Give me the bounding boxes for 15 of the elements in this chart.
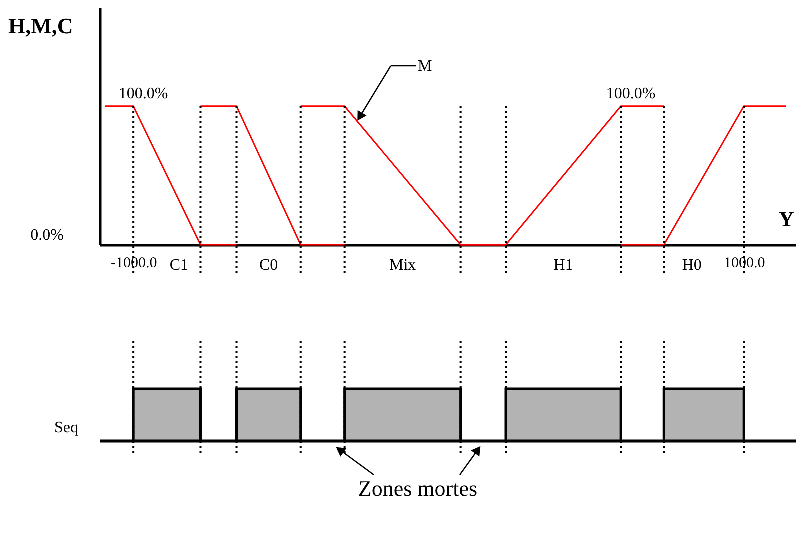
text: Zones mortes <box>358 476 478 501</box>
text: H0 <box>682 257 702 274</box>
text: C0 <box>259 257 278 274</box>
x-tick-label: -1000.0 <box>110 256 158 272</box>
text: M <box>418 58 432 75</box>
annotation: 100.0% <box>118 85 168 102</box>
text: 0.0% <box>30 227 64 244</box>
annotation: 100.0% <box>606 85 656 102</box>
text: Mix <box>389 257 416 274</box>
y-axis-title: Seq <box>54 420 78 436</box>
x-axis-title: Y <box>778 206 795 232</box>
x-tick-label: 1000.0 <box>724 256 766 272</box>
text: C1 <box>170 257 188 274</box>
y-axis-title: H,M,C <box>8 14 74 38</box>
text: H1 <box>554 257 574 274</box>
